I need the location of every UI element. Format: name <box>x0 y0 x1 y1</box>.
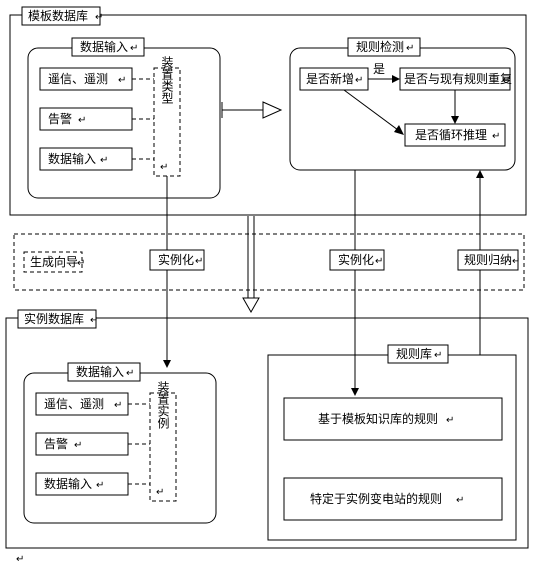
rule-lib-label: 规则库 <box>396 346 432 361</box>
instance-item-2: 告警 <box>44 436 68 451</box>
arrow-to-rule-check-head <box>263 102 281 118</box>
cj-marker: ↵ <box>95 12 103 23</box>
wizard-arrowhead <box>243 298 259 312</box>
instance-data-input-label: 数据输入 <box>76 364 124 379</box>
arrow-is-new-loop <box>344 90 398 130</box>
svg-text:↵: ↵ <box>16 554 24 565</box>
svg-text:↵: ↵ <box>77 258 85 269</box>
svg-text:↵: ↵ <box>90 315 98 326</box>
instance-item-3: 数据输入 <box>44 476 92 491</box>
template-item-2: 告警 <box>48 111 72 126</box>
instantiate-2-label: 实例化 <box>338 252 374 267</box>
svg-text:↵: ↵ <box>96 480 104 491</box>
svg-text:↵: ↵ <box>114 400 122 411</box>
svg-text:↵: ↵ <box>446 415 454 426</box>
rule-induction-label: 规则归纳 <box>464 252 512 267</box>
rule-check-label: 规则检测 <box>356 39 404 54</box>
yes-label: 是 <box>373 62 385 76</box>
svg-text:↵: ↵ <box>434 350 442 361</box>
svg-text:↵: ↵ <box>406 43 414 54</box>
svg-text:↵: ↵ <box>74 440 82 451</box>
instance-device: 装置实例 <box>156 381 170 429</box>
diagram-root: 模板数据库 ↵ 数据输入 ↵ 遥信、遥测 ↵ 告警 ↵ 数据输入 ↵ 装置类型 … <box>0 0 541 570</box>
template-item-1: 遥信、遥测 <box>48 72 108 86</box>
instantiate-1-label: 实例化 <box>158 252 194 267</box>
svg-text:↵: ↵ <box>156 487 164 498</box>
svg-text:↵: ↵ <box>78 115 86 126</box>
svg-text:↵: ↵ <box>355 75 363 86</box>
svg-text:↵: ↵ <box>512 256 520 267</box>
template-data-input-label: 数据输入 <box>80 39 128 54</box>
is-new: 是否新增 <box>306 71 354 86</box>
svg-text:↵: ↵ <box>195 256 203 267</box>
svg-text:↵: ↵ <box>118 75 126 86</box>
svg-text:↵: ↵ <box>126 368 134 379</box>
wizard-box <box>14 234 524 290</box>
instance-item-1: 遥信、遥测 <box>44 397 104 411</box>
svg-text:↵: ↵ <box>502 75 510 86</box>
wizard-label: 生成向导 <box>30 254 78 269</box>
instance-db-label: 实例数据库 <box>24 311 84 326</box>
svg-text:↵: ↵ <box>100 155 108 166</box>
svg-text:↵: ↵ <box>160 162 168 173</box>
duplicate: 是否与现有规则重复 <box>404 71 512 86</box>
template-rules: 基于模板知识库的规则 <box>318 411 438 426</box>
rule-check-box <box>290 48 515 170</box>
svg-text:↵: ↵ <box>375 256 383 267</box>
svg-text:↵: ↵ <box>456 495 464 506</box>
svg-text:↵: ↵ <box>130 43 138 54</box>
loop: 是否循环推理 <box>415 128 487 142</box>
template-db-label: 模板数据库 <box>28 8 88 23</box>
svg-text:↵: ↵ <box>492 131 500 142</box>
station-rules: 特定于实例变电站的规则 <box>310 491 442 506</box>
template-device-type: 装置类型 <box>160 56 174 104</box>
template-item-3: 数据输入 <box>48 151 96 166</box>
